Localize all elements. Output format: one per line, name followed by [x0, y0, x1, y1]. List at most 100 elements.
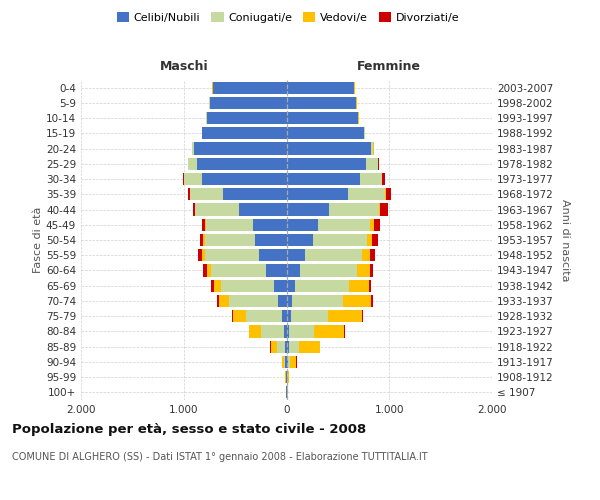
Bar [183, 173, 184, 185]
Bar [202, 173, 287, 185]
Bar [313, 234, 367, 246]
Bar [328, 310, 362, 322]
Bar [287, 127, 364, 140]
Bar [193, 142, 194, 154]
Bar [343, 295, 371, 307]
Bar [188, 188, 190, 200]
Bar [288, 356, 290, 368]
Bar [287, 188, 348, 200]
Bar [299, 264, 357, 276]
Bar [197, 158, 287, 170]
Bar [249, 326, 261, 338]
Bar [378, 158, 379, 170]
Bar [287, 234, 313, 246]
Bar [193, 204, 195, 216]
Bar [305, 249, 362, 262]
Bar [362, 249, 370, 262]
Bar [318, 218, 370, 231]
Bar [203, 234, 205, 246]
Bar [209, 97, 287, 109]
Bar [287, 249, 305, 262]
Bar [220, 295, 229, 307]
Bar [287, 326, 289, 338]
Bar [232, 310, 233, 322]
Bar [287, 97, 356, 109]
Bar [349, 280, 369, 292]
Text: Maschi: Maschi [160, 60, 208, 72]
Bar [239, 204, 287, 216]
Y-axis label: Anni di nascita: Anni di nascita [560, 198, 570, 281]
Bar [286, 356, 287, 368]
Text: COMUNE DI ALGHERO (SS) - Dati ISTAT 1° gennaio 2008 - Elaborazione TUTTITALIA.IT: COMUNE DI ALGHERO (SS) - Dati ISTAT 1° g… [12, 452, 428, 462]
Bar [282, 356, 284, 368]
Bar [202, 127, 287, 140]
Bar [205, 249, 259, 262]
Bar [287, 204, 329, 216]
Bar [374, 218, 380, 231]
Bar [271, 340, 277, 353]
Bar [266, 264, 287, 276]
Bar [287, 310, 292, 322]
Bar [197, 249, 202, 262]
Bar [284, 326, 287, 338]
Bar [278, 295, 287, 307]
Bar [385, 188, 386, 200]
Bar [211, 264, 266, 276]
Bar [290, 356, 296, 368]
Bar [253, 218, 287, 231]
Bar [289, 326, 314, 338]
Bar [386, 188, 391, 200]
Bar [367, 234, 372, 246]
Bar [372, 234, 377, 246]
Bar [274, 280, 287, 292]
Bar [371, 142, 373, 154]
Bar [207, 264, 211, 276]
Bar [223, 188, 287, 200]
Bar [314, 326, 344, 338]
Bar [287, 295, 292, 307]
Bar [202, 218, 205, 231]
Bar [284, 356, 286, 368]
Bar [213, 82, 287, 94]
Bar [362, 310, 363, 322]
Bar [287, 280, 295, 292]
Bar [287, 142, 371, 154]
Text: Femmine: Femmine [357, 60, 421, 72]
Bar [211, 280, 214, 292]
Bar [360, 173, 382, 185]
Bar [287, 112, 358, 124]
Bar [287, 173, 360, 185]
Bar [206, 218, 253, 231]
Bar [292, 310, 328, 322]
Bar [229, 295, 278, 307]
Bar [194, 142, 287, 154]
Bar [287, 340, 289, 353]
Bar [203, 264, 207, 276]
Bar [380, 204, 388, 216]
Bar [205, 218, 206, 231]
Bar [287, 82, 354, 94]
Bar [357, 264, 370, 276]
Bar [329, 204, 379, 216]
Bar [196, 204, 239, 216]
Bar [202, 249, 205, 262]
Bar [284, 340, 287, 353]
Bar [233, 310, 246, 322]
Bar [205, 234, 255, 246]
Bar [214, 280, 221, 292]
Bar [184, 173, 202, 185]
Bar [379, 204, 380, 216]
Bar [370, 249, 375, 262]
Bar [367, 158, 377, 170]
Bar [287, 371, 289, 383]
Bar [255, 234, 287, 246]
Bar [289, 340, 299, 353]
Bar [299, 340, 320, 353]
Bar [281, 310, 287, 322]
Bar [371, 295, 373, 307]
Legend: Celibi/Nubili, Coniugati/e, Vedovi/e, Divorziati/e: Celibi/Nubili, Coniugati/e, Vedovi/e, Di… [112, 8, 464, 28]
Bar [287, 356, 288, 368]
Bar [369, 280, 371, 292]
Bar [370, 218, 374, 231]
Bar [348, 188, 385, 200]
